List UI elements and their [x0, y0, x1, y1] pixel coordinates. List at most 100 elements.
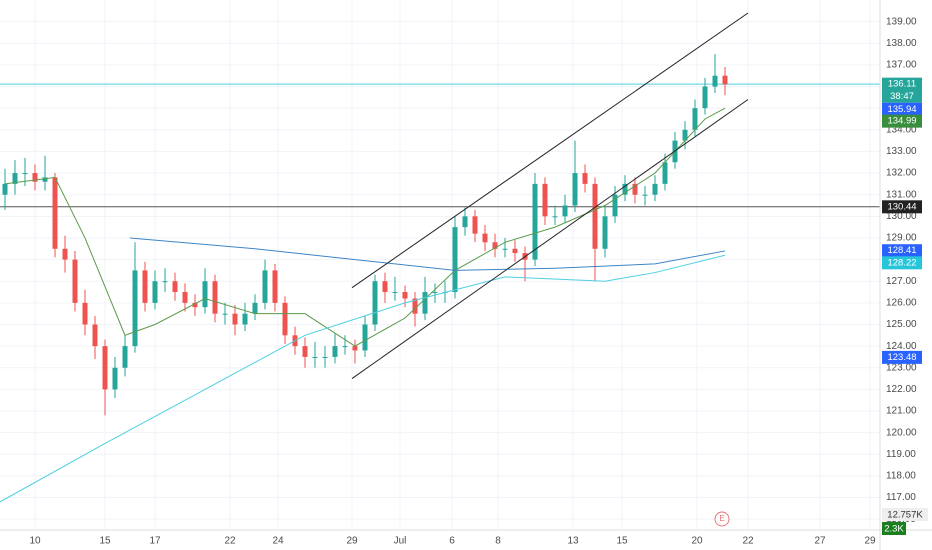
- candle-body: [422, 292, 428, 314]
- x-tick-label: 13: [567, 536, 579, 547]
- volume-badge: 12.757K 2.3K: [882, 508, 928, 535]
- y-tick-label: 117.00: [886, 492, 916, 503]
- y-tick-label: 130.00: [886, 211, 917, 222]
- x-tick-label: Jul: [394, 536, 407, 547]
- candle-body: [322, 356, 328, 358]
- x-tick-label: 10: [29, 536, 41, 547]
- candle-body: [152, 281, 158, 303]
- y-tick-label: 124.00: [886, 341, 917, 352]
- candle-body: [642, 194, 648, 196]
- candle-body: [492, 242, 498, 249]
- x-tick-label: 29: [346, 536, 358, 547]
- axes: 116.00117.00118.00119.00120.00121.00122.…: [29, 16, 922, 547]
- candle-body: [382, 281, 388, 293]
- badge-label: 128.22: [887, 257, 916, 268]
- candle-body: [602, 216, 608, 249]
- candle-body: [112, 367, 118, 390]
- candle-body: [432, 292, 438, 294]
- candle-body: [92, 324, 98, 347]
- y-tick-label: 139.00: [886, 16, 917, 27]
- candle-body: [362, 324, 368, 351]
- badge-bg: [882, 89, 922, 103]
- candle-body: [332, 346, 338, 357]
- candle-body: [452, 227, 458, 293]
- earnings-icon[interactable]: [714, 511, 730, 527]
- badge-label: 123.48: [887, 352, 916, 363]
- price-badge: 136.11: [882, 77, 922, 91]
- candle-body: [282, 302, 288, 336]
- price-badge: 123.48: [882, 350, 922, 364]
- candle-body: [82, 302, 88, 325]
- candle-body: [192, 302, 198, 308]
- candle-body: [402, 292, 408, 299]
- y-tick-label: 138.00: [886, 38, 917, 49]
- y-tick-label: 125.00: [886, 319, 917, 330]
- candle-body: [172, 281, 178, 293]
- candle-body: [632, 183, 638, 195]
- candle-body: [472, 216, 478, 234]
- candle-body: [592, 183, 598, 249]
- y-tick-label: 127.00: [886, 276, 917, 287]
- badge-label: 130.44: [887, 201, 916, 212]
- volume-label: 2.3K: [884, 524, 904, 535]
- badge-bg: [882, 200, 922, 214]
- candle-body: [272, 270, 278, 303]
- indicator-line: [351, 99, 749, 379]
- badge-bg: [882, 508, 928, 521]
- badge-label: 38:47: [890, 91, 914, 102]
- candle-body: [462, 216, 468, 228]
- candle-body: [182, 292, 188, 303]
- price-badge: 134.99: [882, 114, 922, 128]
- x-tick-label: 20: [691, 536, 703, 547]
- candle-body: [42, 177, 48, 182]
- indicator-line: [129, 237, 726, 271]
- candle-body: [162, 281, 168, 283]
- candle-body: [2, 183, 8, 195]
- earnings-icon-letter: E: [719, 514, 724, 523]
- candle-body: [662, 162, 668, 184]
- candle-body: [652, 183, 658, 195]
- candle-body: [232, 313, 238, 325]
- candle-body: [32, 173, 38, 182]
- candle-body: [572, 173, 578, 206]
- candle-body: [342, 346, 348, 348]
- candle-body: [722, 75, 728, 85]
- badge-label: 128.41: [887, 245, 916, 256]
- price-badge: 128.41: [882, 244, 922, 258]
- candle-body: [482, 233, 488, 243]
- x-tick-label: 22: [224, 536, 236, 547]
- y-tick-label: 134.00: [886, 124, 917, 135]
- x-tick-label: 27: [814, 536, 826, 547]
- x-tick-label: 22: [742, 536, 754, 547]
- candle-body: [392, 292, 398, 294]
- plot: [0, 12, 880, 503]
- badge-bg: [882, 256, 922, 270]
- y-tick-label: 137.00: [886, 60, 917, 71]
- candle-body: [552, 216, 558, 218]
- candle-body: [12, 173, 18, 184]
- candle-body: [222, 313, 228, 315]
- price-badge: 128.22: [882, 256, 922, 270]
- y-tick-label: 119.00: [886, 449, 916, 460]
- badge-bg: [882, 114, 922, 128]
- candle-body: [582, 173, 588, 184]
- candle-body: [622, 183, 628, 195]
- y-tick-label: 132.00: [886, 168, 917, 179]
- candle-body: [132, 270, 138, 347]
- candle-body: [102, 346, 108, 390]
- candle-body: [302, 346, 308, 357]
- price-badge: 130.44: [882, 200, 922, 214]
- candle-body: [52, 177, 58, 249]
- candle-body: [502, 248, 508, 250]
- price-badge: 38:47: [882, 89, 922, 103]
- candle-body: [312, 356, 318, 358]
- y-tick-label: 123.00: [886, 362, 917, 373]
- indicator-line: [4, 107, 726, 347]
- candle-body: [142, 270, 148, 303]
- x-tick-label: 17: [149, 536, 161, 547]
- badge-bg: [882, 350, 922, 364]
- candle-body: [372, 281, 378, 325]
